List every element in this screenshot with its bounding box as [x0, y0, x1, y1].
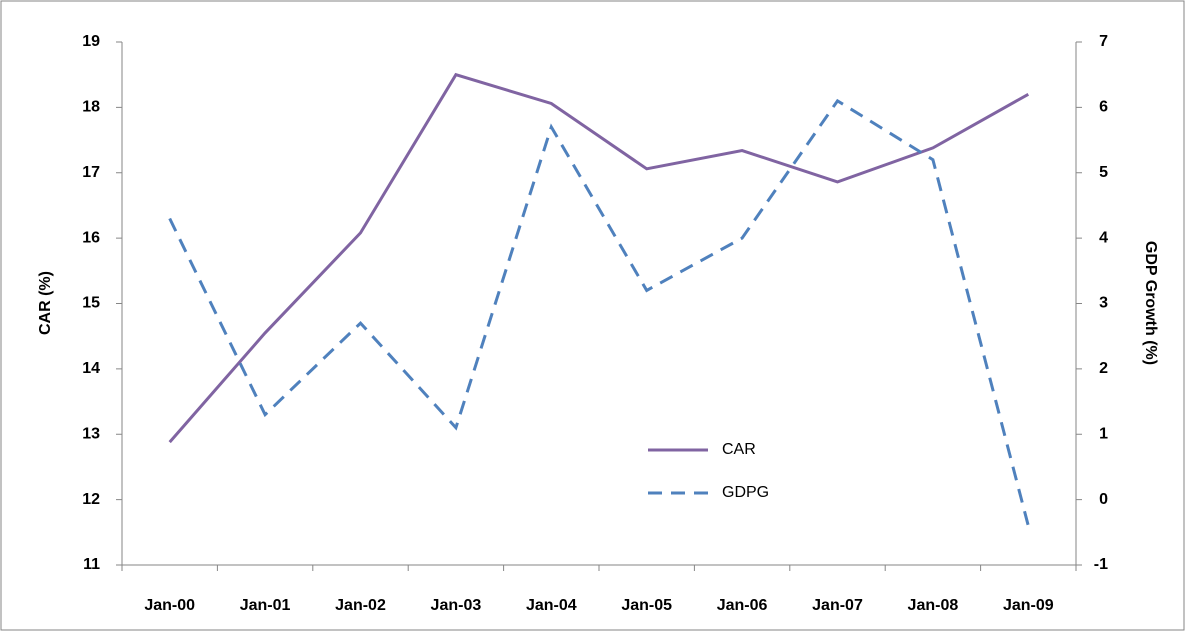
x-tick-label: Jan-03 [431, 597, 482, 614]
y2-tick-label: 6 [1099, 99, 1108, 116]
y2-tick-label: 1 [1099, 425, 1108, 442]
y2-tick-label: -1 [1094, 556, 1108, 573]
x-tick-label: Jan-04 [526, 597, 577, 614]
y-tick-label: 17 [82, 164, 100, 181]
x-tick-label: Jan-02 [335, 597, 386, 614]
y2-tick-label: 7 [1099, 33, 1108, 50]
y2-tick-label: 2 [1099, 360, 1108, 377]
x-tick-label: Jan-01 [240, 597, 291, 614]
y-tick-label: 15 [82, 295, 100, 312]
data-line [168, 72, 1030, 444]
legend-label: GDPG [722, 484, 769, 501]
y2-tick-label: 4 [1099, 229, 1108, 246]
x-tick-label: Jan-09 [1003, 597, 1054, 614]
y2-tick-label: 5 [1099, 164, 1108, 181]
y-tick-label: 12 [82, 491, 100, 508]
y2-tick-label: 3 [1099, 295, 1108, 312]
y-tick-label: 14 [82, 360, 100, 377]
y-tick-label: 13 [82, 425, 100, 442]
y-tick-label: 18 [82, 99, 100, 116]
x-tick-label: Jan-05 [621, 597, 672, 614]
y-axis-label: CAR (%) [37, 271, 54, 335]
x-tick-label: Jan-08 [908, 597, 959, 614]
x-tick-label: Jan-06 [717, 597, 768, 614]
y2-axis-label: GDP Growth (%) [1142, 241, 1159, 365]
legend-label: CAR [722, 441, 756, 458]
y2-tick-label: 0 [1099, 491, 1108, 508]
x-tick-label: Jan-00 [144, 597, 195, 614]
data-line [168, 98, 1030, 527]
y-tick-label: 19 [82, 33, 100, 50]
y-tick-label: 11 [83, 556, 100, 573]
x-tick-label: Jan-07 [812, 597, 863, 614]
y-tick-label: 16 [82, 229, 100, 246]
